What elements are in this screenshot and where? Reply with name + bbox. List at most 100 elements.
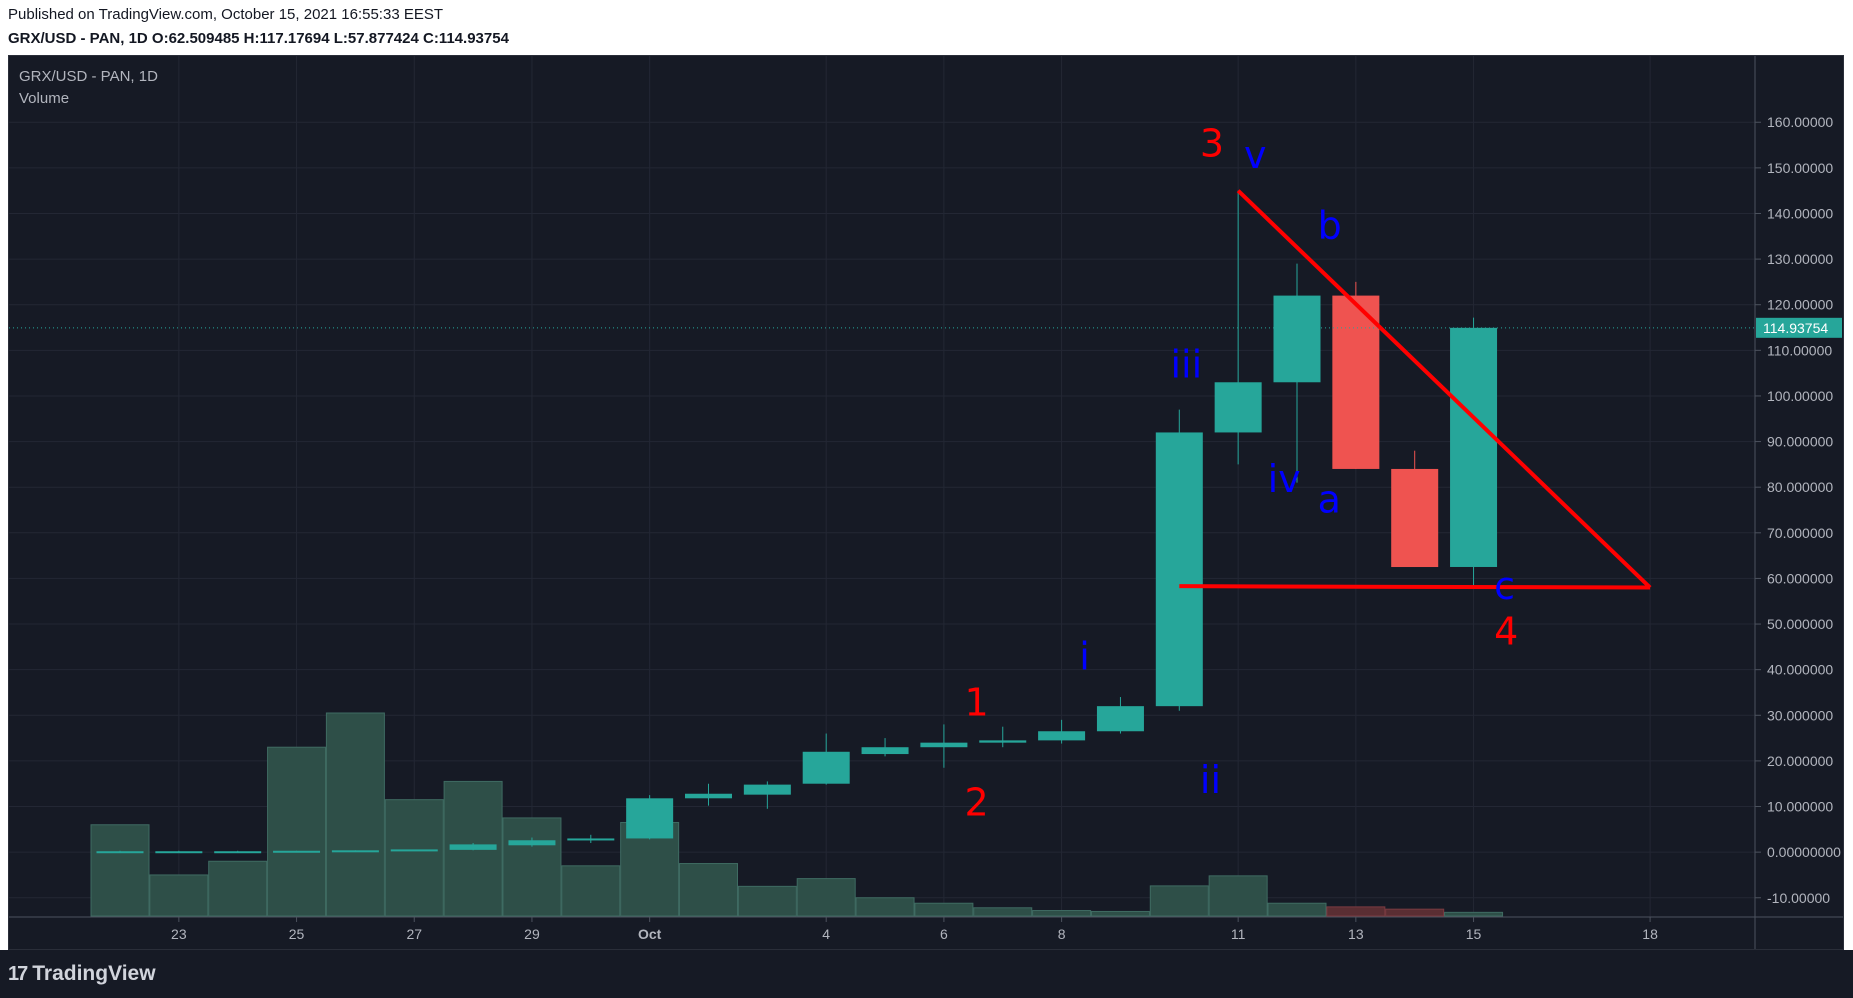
published-caption: Published on TradingView.com, October 15… — [8, 6, 443, 23]
candle-body — [979, 740, 1027, 743]
y-tick-label: 10.000000 — [1767, 799, 1833, 815]
candle-body — [1391, 468, 1439, 568]
label-layer: 3 v b iii iv a c4 i 1 ii 2 — [964, 121, 1518, 824]
wave-label: 3 — [1200, 121, 1224, 165]
volume-bar — [1385, 908, 1445, 917]
volume-bar — [737, 885, 797, 917]
close-value: 114.93754 — [438, 30, 509, 47]
candle-body — [567, 838, 615, 841]
candle-body — [1273, 295, 1321, 383]
last-price-label: 114.93754 — [1763, 320, 1828, 336]
low-value: 57.877424 — [347, 30, 419, 47]
candle-body — [331, 850, 379, 853]
ohlc-header: GRX/USD - PAN, 1D O:62.509485 H:117.1769… — [8, 30, 509, 47]
x-tick-label: 23 — [171, 926, 187, 942]
candle-body — [1096, 706, 1144, 732]
wave-label: ii — [1200, 758, 1221, 802]
low-label: L: — [333, 30, 348, 47]
candle-body — [155, 851, 203, 854]
chart-frame[interactable]: 3 v b iii iv a c 4 i 1 ii 2 160.00000 150.00000 140.0… — [8, 55, 1844, 950]
y-tick-label: 130.00000 — [1767, 251, 1833, 267]
open-value: 62.509485 — [168, 30, 240, 47]
y-tick-label: 40.000000 — [1767, 662, 1833, 678]
volume-bar — [796, 878, 856, 917]
wave-label: iii — [1170, 343, 1202, 387]
volume-bar — [914, 902, 974, 917]
y-tick-label: 120.00000 — [1767, 297, 1833, 313]
y-tick-label: 110.00000 — [1767, 342, 1832, 358]
volume-bar — [855, 897, 915, 917]
candle-body — [1450, 327, 1498, 567]
candle-body — [920, 742, 968, 748]
candle-body — [449, 844, 497, 850]
candle-body — [273, 850, 321, 853]
volume-bar — [561, 865, 621, 917]
volume-bar — [208, 860, 268, 917]
x-tick-label: 25 — [289, 926, 305, 942]
candle-body — [1155, 432, 1203, 707]
wave-label: v — [1244, 133, 1267, 177]
candle-body — [1038, 731, 1086, 741]
candle-body — [508, 840, 556, 846]
x-tick-label: 6 — [940, 926, 948, 942]
candle-body — [861, 747, 909, 755]
open-label: O: — [151, 30, 169, 47]
high-label: H: — [243, 30, 260, 47]
wave-label: 2 — [964, 781, 988, 825]
wave-label: i — [1079, 635, 1090, 679]
volume-bar — [1208, 875, 1268, 917]
x-tick-label: 27 — [406, 926, 422, 942]
candle-body — [390, 849, 438, 852]
wave-label: 4 — [1494, 610, 1518, 654]
trend-line — [1236, 189, 1652, 589]
trend-layer — [9, 189, 1755, 590]
last-price-tag — [1756, 317, 1842, 338]
legend-symbol: GRX/USD - PAN, 1D — [19, 68, 158, 85]
candle-body — [685, 793, 732, 799]
volume-bar — [1090, 910, 1150, 917]
high-value: 117.17694 — [259, 30, 330, 47]
y-tick-label: 30.000000 — [1767, 707, 1833, 723]
wave-label: b — [1318, 204, 1342, 248]
tradingview-logo[interactable]: 17 TradingView — [8, 962, 156, 986]
y-tick-label: 150.00000 — [1767, 160, 1833, 176]
candle-body — [1332, 295, 1380, 469]
candle-body — [626, 798, 674, 839]
symbol-label: GRX/USD - PAN, 1D — [8, 30, 148, 47]
volume-bar — [325, 712, 385, 917]
volume-bar — [149, 874, 209, 917]
trend-line — [1179, 584, 1651, 590]
volume-bar — [1149, 885, 1209, 917]
volume-bar — [502, 817, 562, 917]
volume-bar — [1326, 906, 1386, 917]
volume-bar — [679, 863, 738, 917]
x-tick-label: 13 — [1348, 926, 1364, 942]
tradingview-brand: TradingView — [32, 962, 156, 985]
candle-body — [96, 851, 144, 854]
wave-label: c — [1494, 564, 1515, 608]
y-tick-label: 90.000000 — [1767, 434, 1833, 450]
candle-layer — [96, 190, 1498, 854]
wave-label: a — [1318, 477, 1341, 521]
legend-volume: Volume — [19, 90, 70, 107]
y-tick-label: 160.00000 — [1767, 114, 1833, 130]
volume-bar — [1267, 902, 1327, 917]
candle-body — [802, 751, 850, 784]
x-tick-label: 11 — [1231, 926, 1246, 942]
volume-bar — [384, 799, 444, 917]
x-tick-label: Oct — [638, 926, 662, 942]
volume-bar — [267, 746, 327, 917]
y-tick-label: 100.00000 — [1767, 388, 1833, 404]
x-tick-label: 29 — [524, 926, 540, 942]
y-tick-label: -10.00000 — [1767, 890, 1830, 906]
candle-body — [743, 784, 791, 795]
axis-layer: 160.00000150.00000140.00000130.00000120.… — [9, 56, 1843, 949]
x-tick-label: 4 — [822, 926, 830, 942]
volume-bar — [973, 907, 1033, 917]
tradingview-logo-icon: 17 — [8, 962, 28, 985]
y-tick-label: 50.000000 — [1767, 616, 1833, 632]
volume-bar — [90, 824, 150, 917]
footer — [0, 950, 1853, 998]
y-tick-label: 70.000000 — [1767, 525, 1833, 541]
